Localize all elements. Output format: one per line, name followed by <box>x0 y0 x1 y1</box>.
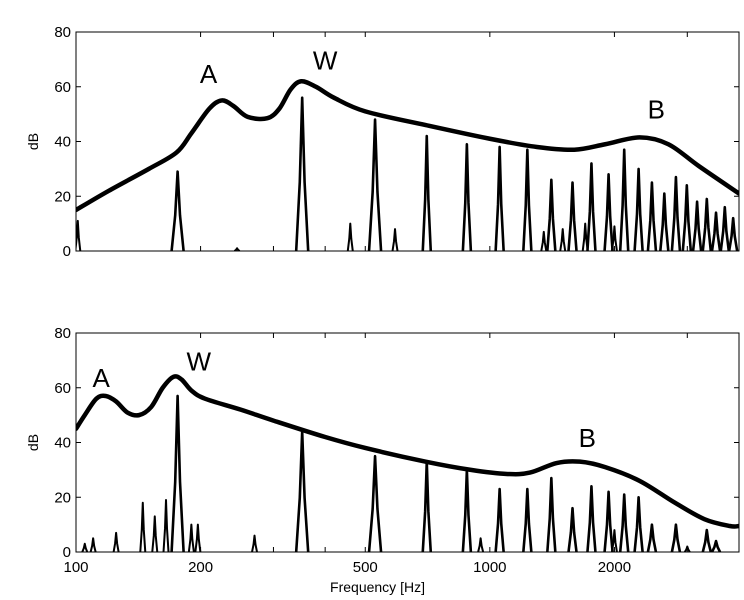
plot-area <box>76 374 739 552</box>
annotation-label: A <box>92 363 110 393</box>
minor-peak <box>391 228 399 251</box>
y-tick-label: 60 <box>54 79 71 96</box>
harmonic-peak <box>294 96 310 251</box>
y-axis-label: dB <box>25 434 41 451</box>
x-tick-label: 200 <box>188 559 213 576</box>
harmonic-peak <box>522 148 533 251</box>
harmonic-peak <box>494 145 505 251</box>
panel-2: 0 20 40 60 80 100 200 500 1000 2000 dB Frequency [H… <box>25 325 740 595</box>
y-tick-label: 40 <box>54 435 71 452</box>
y-tick-label: 80 <box>54 24 71 41</box>
harmonic-peak <box>618 148 630 251</box>
harmonic-peak <box>586 162 597 251</box>
minor-peak <box>162 498 170 552</box>
harmonic-peak <box>727 216 739 251</box>
harmonic-peak <box>710 539 722 552</box>
y-axis-label: dB <box>25 133 41 150</box>
harmonic-peak <box>367 118 383 251</box>
minor-peak <box>187 523 195 552</box>
harmonic-peak <box>421 134 433 251</box>
x-tick-label: 1000 <box>473 559 506 576</box>
minor-peak <box>139 501 147 552</box>
y-tick-label: 0 <box>63 243 71 260</box>
harmonic-peak <box>294 430 310 552</box>
harmonic-peak <box>701 528 713 552</box>
y-tick-label: 40 <box>54 134 71 151</box>
y-tick-label: 80 <box>54 325 71 342</box>
harmonic-peak <box>522 487 533 552</box>
envelope-line <box>76 79 739 213</box>
harmonic-peak <box>701 197 713 251</box>
harmonic-peak <box>719 205 731 251</box>
harmonic-peak <box>670 523 682 552</box>
minor-peak <box>81 542 89 552</box>
y-tick-label: 20 <box>54 188 71 205</box>
minor-peak <box>112 531 120 552</box>
annotation-label: B <box>648 95 665 125</box>
harmonic-peak <box>367 454 383 552</box>
harmonic-peak <box>170 394 185 552</box>
x-axis-label: Frequency [Hz] <box>330 579 425 595</box>
harmonic-peak <box>618 493 630 552</box>
harmonic-peak <box>170 170 185 251</box>
annotation-label: W <box>186 346 211 376</box>
harmonic-peak <box>603 173 614 251</box>
harmonic-peak <box>546 476 557 552</box>
y-tick-label: 60 <box>54 380 71 397</box>
harmonic-peak <box>646 181 658 251</box>
harmonic-peak <box>567 506 578 552</box>
minor-peak <box>251 534 258 552</box>
harmonic-peak <box>494 487 505 552</box>
x-tick-label: 2000 <box>598 559 631 576</box>
harmonic-peak <box>633 167 644 251</box>
harmonic-peak <box>421 460 433 552</box>
minor-peak <box>151 515 159 552</box>
harmonic-peak <box>461 142 473 251</box>
minor-peak <box>233 247 241 251</box>
harmonic-peak <box>603 490 614 552</box>
minor-peak <box>346 222 354 251</box>
x-tick-label: 100 <box>63 559 88 576</box>
minor-peak <box>194 523 202 552</box>
y-tick-label: 0 <box>63 544 71 561</box>
minor-peak <box>477 537 485 552</box>
annotation-label: W <box>313 45 338 75</box>
x-tick-label: 500 <box>353 559 378 576</box>
annotation-label: A <box>200 59 218 89</box>
harmonic-peak <box>691 200 703 251</box>
harmonic-peak <box>646 523 658 552</box>
minor-peak <box>683 545 691 552</box>
harmonic-peak <box>659 192 670 251</box>
panel-1: 0 20 40 60 80 dB A W B <box>25 24 740 260</box>
harmonic-peak <box>670 175 682 251</box>
harmonic-peak <box>567 181 578 251</box>
harmonic-peak <box>586 484 597 552</box>
minor-peak <box>559 228 567 251</box>
harmonic-peak <box>710 211 722 251</box>
harmonic-peak <box>461 468 473 552</box>
harmonic-peak <box>681 184 693 251</box>
annotation-label: B <box>579 423 596 453</box>
minor-peak <box>540 230 548 251</box>
harmonic-peak <box>546 178 557 251</box>
minor-peak <box>89 537 97 552</box>
plot-area <box>76 79 739 251</box>
y-tick-label: 20 <box>54 489 71 506</box>
harmonic-peak <box>633 495 644 552</box>
envelope-line <box>76 374 739 529</box>
